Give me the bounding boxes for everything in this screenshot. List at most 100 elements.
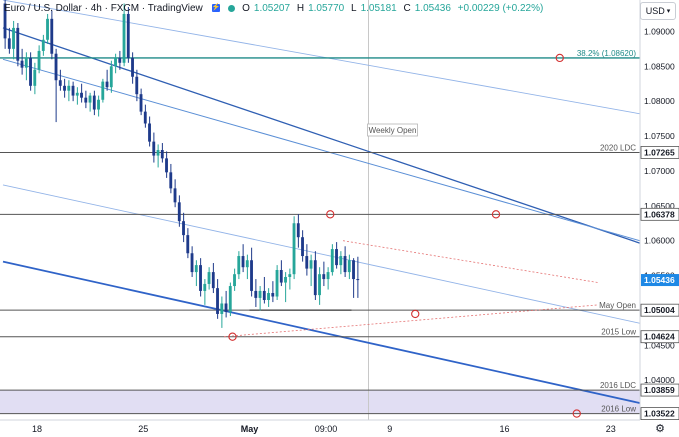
candle <box>228 282 232 317</box>
candle-body <box>228 286 232 312</box>
candle-body <box>343 256 347 273</box>
channel-line <box>2 260 640 405</box>
candle-body <box>88 95 92 103</box>
candle <box>54 48 58 123</box>
price-tick-label: 1.08000 <box>644 96 675 106</box>
candle-body <box>177 202 181 222</box>
candle-body <box>279 270 283 283</box>
candle-body <box>233 274 236 287</box>
candle <box>156 144 160 168</box>
candle-body <box>186 235 190 254</box>
candle <box>58 69 62 91</box>
candle-body <box>114 57 117 67</box>
candle <box>41 34 45 56</box>
candle-body <box>160 150 164 159</box>
candle-body <box>220 303 224 314</box>
candle-body <box>84 97 88 103</box>
candle-body <box>139 94 143 112</box>
candle <box>207 267 211 290</box>
candle <box>143 104 147 128</box>
candle <box>152 132 156 163</box>
candle <box>199 258 202 297</box>
candle <box>75 87 79 105</box>
last-price-tag <box>641 274 679 287</box>
candle-body <box>182 221 185 236</box>
candle <box>84 90 88 109</box>
candle-body <box>92 95 96 110</box>
candle <box>131 52 134 84</box>
low-value: 1.05181 <box>360 3 397 14</box>
candle <box>109 60 113 93</box>
candle-body <box>313 260 317 296</box>
candle-body <box>169 172 173 189</box>
price-tick-label: 1.07000 <box>644 166 675 176</box>
candle <box>301 230 304 262</box>
candle <box>194 260 198 287</box>
candle-body <box>126 13 130 58</box>
candle-body <box>29 57 32 86</box>
candle <box>165 151 168 178</box>
candle-body <box>305 256 309 269</box>
candle-body <box>258 290 262 298</box>
candle <box>88 92 92 112</box>
marker-circle <box>228 332 237 341</box>
candle-body <box>7 38 11 49</box>
candle-body <box>37 50 41 70</box>
time-tick-label: 9 <box>387 424 392 434</box>
open-value: 1.05207 <box>253 3 291 14</box>
candle <box>326 267 330 290</box>
chevron-down-icon: ▾ <box>666 8 671 15</box>
candle-body <box>118 57 122 63</box>
candle-body <box>109 66 113 88</box>
candle-body <box>237 256 241 275</box>
candle <box>335 242 338 269</box>
candle-body <box>216 288 219 314</box>
level-price-tag-text: 1.06378 <box>644 209 675 219</box>
currency-selector[interactable]: USD ▾ <box>640 2 676 20</box>
candle <box>71 81 75 102</box>
candle-body <box>224 303 228 312</box>
candle <box>148 116 151 147</box>
candle-body <box>339 256 343 266</box>
candle-body <box>173 188 177 203</box>
candle-body <box>207 272 211 284</box>
candle <box>173 179 177 208</box>
candle <box>135 69 139 102</box>
candle <box>237 251 241 280</box>
candle <box>339 251 343 275</box>
candle <box>29 52 32 91</box>
candle <box>92 90 96 116</box>
high-label: H <box>296 3 305 14</box>
weekly-open-label: Weekly Open <box>369 126 417 135</box>
candle <box>224 290 228 318</box>
candle-body <box>254 290 258 298</box>
candle <box>309 254 313 287</box>
support-zone <box>0 390 640 414</box>
chart-header: Euro / U.S. Dollar · 4h · FXCM · Trading… <box>4 3 547 17</box>
candle <box>216 279 219 319</box>
level-price-tag <box>640 407 679 420</box>
candle <box>190 246 194 277</box>
candle <box>271 281 275 303</box>
candle-body <box>105 81 109 88</box>
candle-body <box>67 85 71 91</box>
candle <box>37 45 41 74</box>
candle-body <box>335 249 338 266</box>
candle <box>7 27 11 54</box>
price-tick-label: 1.09000 <box>644 26 675 36</box>
candle <box>233 268 236 291</box>
candle-body <box>241 256 245 268</box>
candle <box>262 276 266 304</box>
level-price-tag-text: 1.07265 <box>644 147 675 157</box>
candle <box>254 279 258 307</box>
candle-body <box>262 290 266 300</box>
candle-body <box>330 249 334 273</box>
candle-body <box>318 274 321 296</box>
low-label: L <box>351 3 357 14</box>
candle-body <box>16 27 20 61</box>
candle <box>284 272 287 303</box>
candle <box>97 95 100 117</box>
candle <box>245 254 249 280</box>
marker-circle <box>572 409 581 418</box>
